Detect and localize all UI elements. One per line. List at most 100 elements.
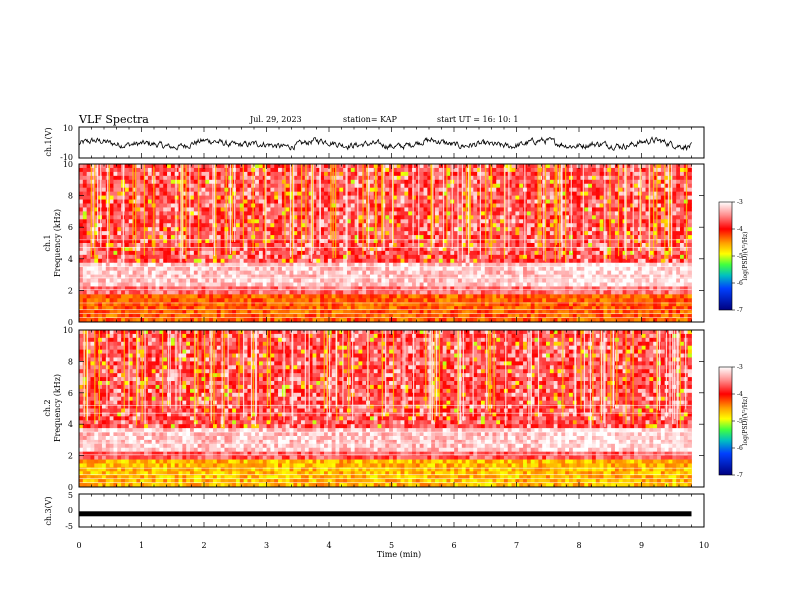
spectrogram-cell: [182, 179, 187, 185]
spectrogram-cell: [423, 215, 428, 220]
spectrogram-cell: [369, 195, 375, 200]
spectrogram-cell: [389, 223, 394, 228]
spectrogram-cell: [595, 262, 601, 268]
spectrogram-cell: [327, 278, 333, 283]
spectrogram-cell: [419, 219, 424, 224]
spectrogram-cell: [534, 231, 539, 236]
spectrogram-cell: [331, 164, 336, 169]
spectrogram-cell: [584, 235, 589, 240]
spectrogram-cell: [197, 183, 202, 189]
spectrogram-cell: [109, 278, 114, 283]
spectrogram-cell: [255, 282, 260, 287]
spectrogram-cell: [465, 254, 470, 260]
spectrogram-cell: [350, 254, 356, 260]
spectrogram-cell: [339, 282, 344, 287]
spectrogram-cell: [178, 270, 183, 275]
spectrogram-cell: [614, 235, 620, 240]
spectrogram-cell: [174, 239, 179, 244]
spectrogram-cell: [304, 223, 310, 228]
spectrogram-cell: [216, 227, 222, 232]
spectrogram-cell: [457, 199, 463, 204]
spectrogram-cell: [377, 211, 382, 216]
spectrogram-cell: [101, 215, 107, 220]
spectrogram-cell: [255, 215, 260, 220]
spectrogram-cell: [220, 187, 225, 193]
spectrogram-cell: [438, 231, 444, 236]
spectrogram-cell: [618, 175, 623, 181]
spectrogram-cell: [469, 215, 474, 220]
spectrogram-cell: [435, 262, 440, 268]
spectrogram-cell: [664, 274, 669, 279]
spectrogram-cell: [86, 254, 91, 260]
spectrogram-cell: [109, 274, 114, 279]
spectrogram-cell: [588, 195, 593, 200]
spectrogram-cell: [519, 203, 524, 208]
spectrogram-cell: [212, 191, 218, 196]
spectrogram-cell: [190, 231, 195, 236]
spectrogram-cell: [358, 231, 363, 236]
spectrogram-cell: [511, 239, 516, 244]
spectrogram-cell: [657, 246, 662, 252]
spectrogram-cell: [404, 167, 409, 173]
spectrogram-cell: [454, 179, 459, 185]
spectrogram-cell: [657, 203, 662, 208]
spectrogram-cell: [170, 223, 176, 228]
spectrogram-cell: [668, 270, 673, 275]
spectrogram-cell: [664, 278, 669, 283]
spectrogram-cell: [672, 211, 677, 216]
spectrogram-cell: [109, 227, 114, 232]
spectrogram-cell: [435, 239, 440, 244]
spectrogram-cell: [687, 239, 692, 244]
spectrogram-cell: [281, 183, 287, 189]
spectrogram-cell: [117, 254, 122, 260]
spectrogram-cell: [572, 235, 578, 240]
spectrogram-cell: [128, 164, 133, 169]
spectrogram-cell: [565, 262, 570, 268]
spectrogram-cell: [163, 164, 168, 169]
spectrogram-cell: [687, 262, 692, 268]
spectrogram-cell: [389, 270, 394, 275]
spectrogram-cell: [465, 164, 470, 169]
spectrogram-cell: [167, 219, 172, 224]
spectrogram-cell: [304, 270, 310, 275]
spectrogram-cell: [465, 250, 470, 256]
spectrogram-cell: [580, 235, 585, 240]
spectrogram-cell: [258, 246, 264, 252]
spectrogram-cell: [519, 219, 524, 224]
spectrogram-cell: [266, 254, 271, 260]
spectrogram-cell: [634, 246, 639, 252]
spectrogram-cell: [212, 258, 218, 264]
spectrogram-cell: [515, 278, 520, 283]
spectrogram-cell: [614, 164, 620, 169]
spectrogram-cell: [649, 195, 654, 200]
spectrogram-cell: [503, 203, 509, 208]
spectrogram-cell: [649, 231, 654, 236]
spectrogram-cell: [553, 211, 558, 216]
spectrogram-cell: [419, 207, 424, 212]
spectrogram-cell: [258, 167, 264, 173]
spectrogram-cell: [289, 167, 294, 173]
spectrogram-cell: [381, 250, 386, 256]
spectrogram-cell: [392, 215, 398, 220]
spectrogram-cell: [626, 250, 631, 256]
spectrogram-cell: [611, 179, 616, 185]
spectrogram-cell: [603, 179, 608, 185]
spectrogram-cell: [109, 195, 114, 200]
spectrogram-cell: [565, 179, 570, 185]
spectrogram-cell: [657, 211, 662, 216]
spectrogram-cell: [511, 171, 516, 177]
spectrogram-cell: [320, 227, 325, 232]
spectrogram-cell: [396, 219, 401, 224]
ch1-waveform-ylabel: ch.1(V): [44, 127, 53, 156]
spectrogram-cell: [281, 278, 287, 283]
spectrogram-cell: [251, 278, 256, 283]
spectrogram-cell: [205, 262, 210, 268]
spectrogram-cell: [389, 235, 394, 240]
spectrogram-cell: [630, 203, 635, 208]
spectrogram-cell: [526, 246, 532, 252]
spectrogram-cell: [159, 199, 164, 204]
spectrogram-cell: [519, 215, 524, 220]
spectrogram-cell: [480, 195, 486, 200]
spectrogram-cell: [630, 171, 635, 177]
spectrogram-cell: [588, 223, 593, 228]
